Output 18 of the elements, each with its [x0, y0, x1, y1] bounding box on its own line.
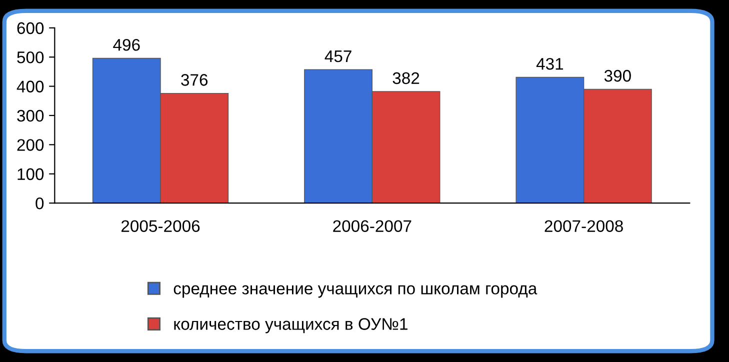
y-tick-label: 100 — [18, 168, 44, 180]
data-label: 431 — [536, 58, 564, 70]
legend-label: среднее значение учащихся по школам города — [174, 285, 538, 298]
data-label: 382 — [392, 72, 420, 84]
data-label: 376 — [181, 74, 208, 86]
legend-label: количество учащихся в ОУ№1 — [174, 318, 408, 334]
y-tick-label: 200 — [17, 139, 44, 151]
data-label: 390 — [604, 70, 631, 82]
y-tick-label: 400 — [16, 80, 44, 92]
x-tick-label: 2007-2008 — [544, 220, 623, 232]
y-tick-label: 600 — [17, 22, 44, 34]
x-tick-label: 2006-2007 — [333, 220, 412, 232]
y-tick-label: 500 — [17, 51, 44, 64]
data-label: 457 — [324, 50, 352, 62]
y-tick-label: 0 — [36, 197, 44, 210]
data-label: 496 — [113, 38, 140, 51]
y-tick-label: 300 — [17, 110, 44, 122]
x-tick-label: 2005-2006 — [121, 220, 200, 232]
